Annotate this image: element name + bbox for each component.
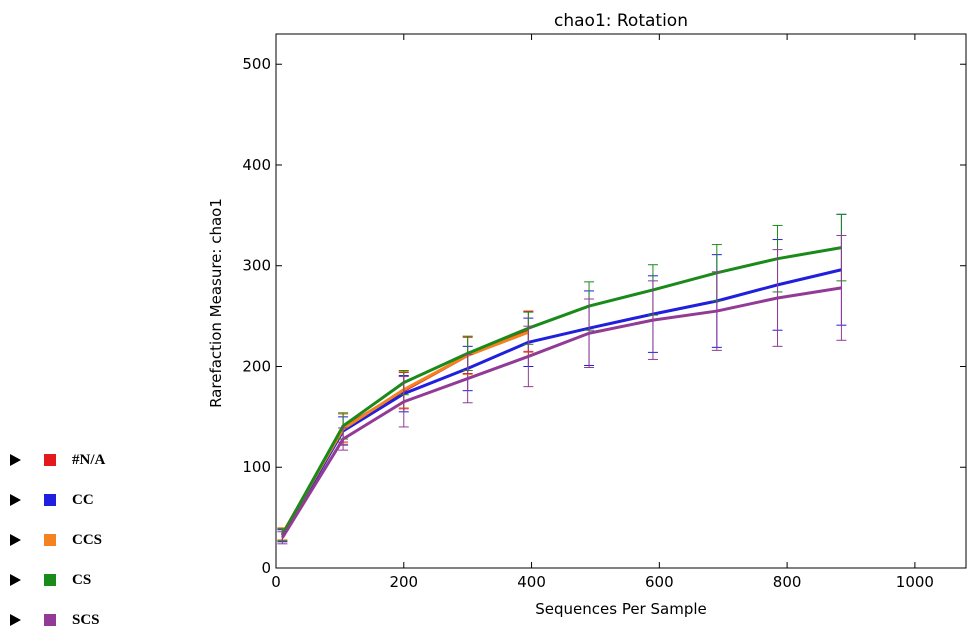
legend: #N/A CC CCS CS SCS [10, 440, 150, 640]
y-tick-label: 300 [242, 257, 271, 275]
legend-item[interactable]: #N/A [10, 440, 150, 480]
expand-arrow-icon[interactable] [10, 574, 21, 586]
x-axis-label: Sequences Per Sample [535, 600, 707, 618]
y-tick-label: 500 [242, 55, 271, 73]
legend-label: CC [72, 491, 94, 508]
x-tick-label: 800 [773, 573, 802, 591]
y-tick-label: 200 [242, 357, 271, 375]
expand-arrow-icon[interactable] [10, 534, 21, 546]
legend-swatch [44, 454, 56, 466]
axes-group: 0 200 400 600 800 1000 0 100 200 300 400 500 [242, 34, 966, 591]
expand-arrow-icon[interactable] [10, 454, 21, 466]
x-tick-label: 0 [271, 573, 281, 591]
y-axis-label: Rarefaction Measure: chao1 [207, 198, 225, 408]
series-line [281, 329, 529, 536]
legend-item[interactable]: CCS [10, 520, 150, 560]
legend-label: SCS [72, 611, 100, 628]
x-tick-label: 600 [645, 573, 674, 591]
data-layer [277, 213, 847, 545]
series-line [281, 246, 842, 536]
plot-frame [275, 33, 967, 569]
x-tick-label: 1000 [896, 573, 934, 591]
legend-swatch [44, 574, 56, 586]
legend-swatch [44, 494, 56, 506]
series-scs-group [277, 235, 847, 545]
series-cs-group [277, 213, 847, 542]
series-line [281, 330, 529, 535]
series-ccs-group [277, 311, 534, 541]
y-tick-label: 0 [261, 559, 271, 577]
y-tick-label: 100 [242, 458, 271, 476]
series-line [281, 268, 842, 537]
legend-label: #N/A [72, 451, 106, 468]
legend-item[interactable]: SCS [10, 600, 150, 640]
x-tick-label: 400 [517, 573, 546, 591]
y-tick-label: 400 [242, 156, 271, 174]
series-line [281, 286, 842, 539]
legend-item[interactable]: CC [10, 480, 150, 520]
chart-title: chao1: Rotation [554, 11, 688, 31]
legend-swatch [44, 614, 56, 626]
legend-label: CS [72, 571, 92, 588]
legend-label: CCS [72, 531, 103, 548]
legend-swatch [44, 534, 56, 546]
legend-item[interactable]: CS [10, 560, 150, 600]
x-tick-label: 200 [389, 573, 418, 591]
expand-arrow-icon[interactable] [10, 494, 21, 506]
expand-arrow-icon[interactable] [10, 614, 21, 626]
